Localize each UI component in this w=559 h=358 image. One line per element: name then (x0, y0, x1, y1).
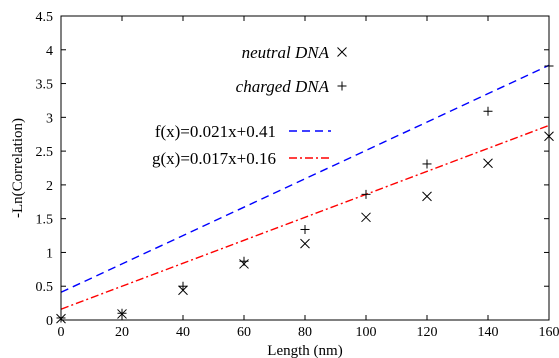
y-tick-label: 4.5 (36, 10, 54, 25)
y-tick-label: 2.5 (36, 145, 54, 160)
data-point-charged-dna (239, 256, 249, 266)
y-tick-label: 4 (46, 44, 53, 59)
data-point-neutral-dna (422, 191, 432, 202)
x-tick-label: 100 (356, 325, 377, 340)
y-tick-label: 2 (46, 179, 53, 194)
marker-stroke (361, 212, 371, 223)
y-tick-label: 0 (46, 314, 53, 329)
x-tick-label: 40 (176, 325, 190, 340)
y-tick-label: 0.5 (36, 280, 54, 295)
legend-label-neutral-dna: neutral DNA (242, 43, 330, 62)
y-tick-label: 3 (46, 111, 53, 126)
x-tick-label: 140 (478, 325, 499, 340)
x-tick-label: 120 (417, 325, 438, 340)
y-tick-label: 1.5 (36, 213, 54, 228)
marker-stroke (422, 191, 432, 202)
data-point-neutral-dna (483, 158, 493, 169)
fit-line-f (61, 64, 549, 293)
legend-label-fit-g: g(x)=0.017x+0.16 (152, 149, 276, 168)
x-axis-label: Length (nm) (267, 343, 342, 358)
plot-layer (56, 61, 554, 324)
data-point-neutral-dna (300, 238, 310, 249)
data-point-charged-dna (178, 281, 188, 291)
y-tick-label: 3.5 (36, 78, 54, 93)
marker-stroke (300, 238, 310, 249)
x-tick-label: 160 (539, 325, 559, 340)
data-point-charged-dna (422, 159, 432, 169)
marker-stroke (483, 158, 493, 169)
legend-marker-charged-dna (337, 81, 347, 91)
axes-layer: 0 20 40 60 80 100 120 140 160 0 0.5 1 1.5 2 2.5 3 3.5 4 4.… (36, 10, 559, 340)
legend-label-charged-dna: charged DNA (236, 77, 330, 96)
data-point-charged-dna (483, 106, 493, 116)
y-axis-label: -Ln(Correlation) (10, 118, 26, 218)
x-tick-label: 60 (237, 325, 251, 340)
y-tick-label: 1 (46, 246, 53, 261)
fit-line-g (61, 124, 549, 310)
marker-stroke (337, 47, 347, 57)
x-tick-label: 80 (298, 325, 312, 340)
legend-marker-neutral-dna (337, 47, 347, 57)
x-tick-label: 0 (58, 325, 65, 340)
data-point-charged-dna (361, 189, 371, 199)
data-point-charged-dna (300, 224, 310, 234)
data-point-neutral-dna (361, 212, 371, 223)
x-tick-label: 20 (115, 325, 129, 340)
legend-label-fit-f: f(x)=0.021x+0.41 (155, 122, 276, 141)
legend: neutral DNA charged DNA f(x)=0.021x+0.41 g(… (152, 43, 347, 168)
